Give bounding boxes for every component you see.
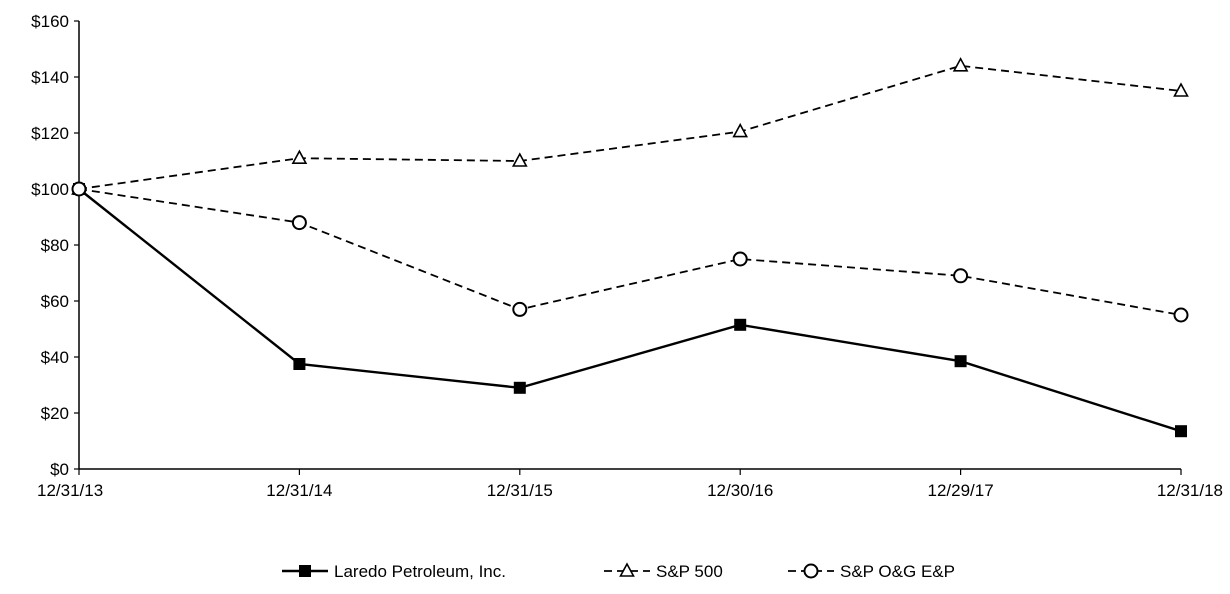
series-lines bbox=[78, 64, 1182, 433]
data-point-s-p-500 bbox=[952, 57, 969, 72]
data-point-s-p-500 bbox=[291, 149, 308, 164]
series-line-s-p-500 bbox=[78, 64, 1182, 190]
y-tick-label: $120 bbox=[31, 124, 69, 143]
data-point-s-p-500 bbox=[732, 122, 749, 138]
data-point-laredo-petroleum-inc bbox=[734, 318, 747, 331]
y-tick-label: $80 bbox=[41, 236, 69, 255]
data-point-s-p-o-g-e-p bbox=[71, 181, 87, 197]
y-tick-label: $20 bbox=[41, 404, 69, 423]
x-tick-label: 12/31/18 bbox=[1157, 481, 1223, 500]
data-point-s-p-500 bbox=[511, 152, 528, 167]
legend-swatch-marker bbox=[619, 562, 635, 577]
data-point-s-p-o-g-e-p bbox=[732, 251, 748, 267]
legend-item-laredo-petroleum-inc: Laredo Petroleum, Inc. bbox=[282, 562, 506, 581]
legend-item-s-p-o-g-e-p: S&P O&G E&P bbox=[788, 562, 955, 581]
data-point-laredo-petroleum-inc bbox=[513, 381, 526, 394]
y-tick-label: $40 bbox=[41, 348, 69, 367]
x-tick-label: 12/31/13 bbox=[37, 481, 103, 500]
data-point-s-p-o-g-e-p bbox=[953, 268, 969, 284]
y-tick-label: $60 bbox=[41, 292, 69, 311]
x-tick-label: 12/31/14 bbox=[266, 481, 332, 500]
series-line-laredo-petroleum-inc bbox=[78, 188, 1182, 433]
y-tick-label: $160 bbox=[31, 12, 69, 31]
legend: Laredo Petroleum, Inc. S&P 500 S&P O&G E&P bbox=[282, 562, 955, 581]
y-tick-label: $0 bbox=[50, 460, 69, 479]
legend-swatch-marker bbox=[803, 563, 819, 579]
legend-label: S&P 500 bbox=[656, 562, 723, 581]
legend-label: Laredo Petroleum, Inc. bbox=[334, 562, 506, 581]
data-point-s-p-o-g-e-p bbox=[291, 215, 307, 231]
x-tick-label: 12/30/16 bbox=[707, 481, 773, 500]
data-point-s-p-o-g-e-p bbox=[1173, 307, 1189, 323]
series-line-s-p-o-g-e-p bbox=[78, 188, 1182, 316]
y-tick-label: $100 bbox=[31, 180, 69, 199]
y-tick-label: $140 bbox=[31, 68, 69, 87]
x-tick-label: 12/31/15 bbox=[487, 481, 553, 500]
legend-swatch-marker bbox=[299, 565, 311, 577]
data-point-laredo-petroleum-inc bbox=[293, 358, 306, 370]
data-point-s-p-500 bbox=[1173, 82, 1189, 97]
axes: $0 $20 $40 $60 $80 $100 $120 $140 $160 12/31/13 12… bbox=[31, 12, 1223, 500]
legend-label: S&P O&G E&P bbox=[840, 562, 955, 581]
legend-item-s-p-500: S&P 500 bbox=[604, 562, 723, 581]
data-point-laredo-petroleum-inc bbox=[954, 355, 967, 368]
series-markers bbox=[71, 57, 1189, 438]
data-point-laredo-petroleum-inc bbox=[1175, 425, 1187, 438]
x-tick-label: 12/29/17 bbox=[928, 481, 994, 500]
data-point-s-p-o-g-e-p bbox=[512, 301, 528, 317]
